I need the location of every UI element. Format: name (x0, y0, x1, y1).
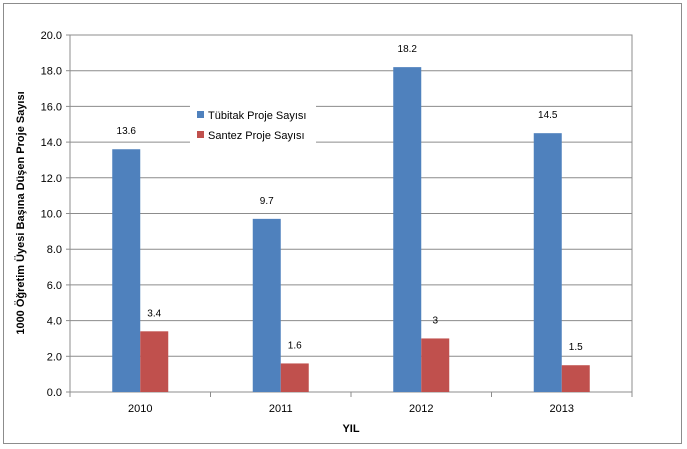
data-label: 3 (432, 315, 438, 326)
legend-label-tubitak: Tübitak Proje Sayısı (208, 110, 306, 122)
x-axis-title: YIL (342, 423, 359, 435)
y-tick-label: 10.0 (41, 209, 62, 221)
y-tick-label: 6.0 (47, 280, 62, 292)
data-label: 3.4 (147, 308, 161, 319)
y-axis-title: 1000 Öğretim Üyesi Başına Düşen Proje Sa… (14, 91, 27, 334)
bar-tubitak (112, 149, 141, 392)
legend-label-santez: Santez Proje Sayısı (208, 130, 305, 142)
data-labels: 13.6 3.4 9.7 1.6 18.2 3 14.5 1.5 (117, 44, 584, 353)
y-axis-ticks: 0.0 2.0 4.0 6.0 8.0 10.0 12.0 14.0 16.0 18.0 20.0 (41, 30, 70, 399)
data-label: 18.2 (398, 44, 418, 55)
y-tick-label: 14.0 (41, 137, 62, 149)
y-tick-label: 2.0 (47, 351, 62, 363)
legend-swatch-tubitak (197, 111, 204, 118)
y-tick-label: 0.0 (47, 387, 62, 399)
data-label: 1.5 (569, 342, 583, 353)
x-tick-label: 2010 (128, 403, 152, 415)
x-tick-label: 2012 (409, 403, 433, 415)
data-label: 1.6 (288, 340, 302, 351)
data-label: 14.5 (538, 110, 558, 121)
y-tick-label: 4.0 (47, 316, 62, 328)
bars (112, 67, 590, 393)
y-tick-label: 8.0 (47, 244, 62, 256)
y-tick-label: 20.0 (41, 30, 62, 42)
bar-tubitak (393, 67, 422, 392)
legend-box (190, 103, 316, 147)
y-tick-label: 16.0 (41, 101, 62, 113)
bar-tubitak (533, 133, 562, 393)
bar-santez (561, 365, 590, 392)
data-label: 13.6 (117, 126, 137, 137)
x-axis-ticks: 2010 2011 2012 2013 (69, 392, 633, 415)
x-tick-label: 2013 (550, 403, 574, 415)
legend: Tübitak Proje Sayısı Santez Proje Sayısı (190, 103, 316, 147)
y-tick-label: 18.0 (41, 66, 62, 78)
bar-tubitak (252, 218, 281, 392)
y-tick-label: 12.0 (41, 173, 62, 185)
data-label: 9.7 (260, 196, 274, 207)
bar-santez (421, 338, 450, 392)
legend-swatch-santez (197, 131, 204, 138)
x-tick-label: 2011 (269, 403, 293, 415)
bar-santez (280, 363, 309, 392)
bar-santez (140, 331, 169, 392)
